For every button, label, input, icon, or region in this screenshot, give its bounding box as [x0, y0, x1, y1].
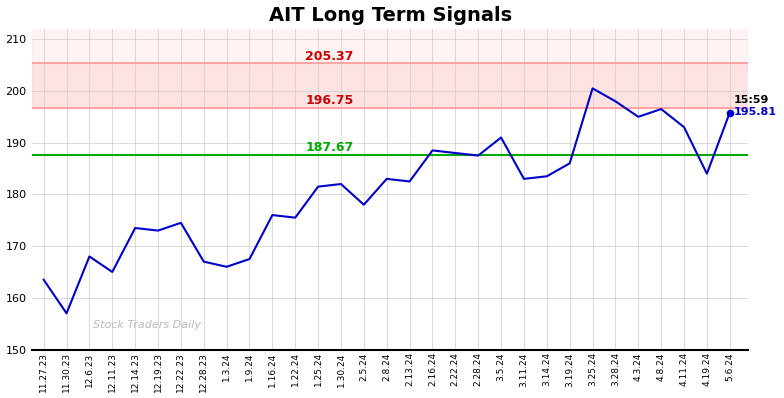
Bar	[32, 19, 748, 63]
Text: 196.75: 196.75	[306, 94, 354, 107]
Text: 15:59: 15:59	[733, 95, 768, 105]
Text: 195.81: 195.81	[733, 107, 776, 117]
Bar	[32, 63, 748, 108]
Title: AIT Long Term Signals: AIT Long Term Signals	[269, 6, 512, 25]
Text: Stock Traders Daily: Stock Traders Daily	[93, 320, 201, 330]
Text: 187.67: 187.67	[306, 141, 354, 154]
Point	[724, 109, 736, 116]
Text: 205.37: 205.37	[305, 50, 354, 62]
